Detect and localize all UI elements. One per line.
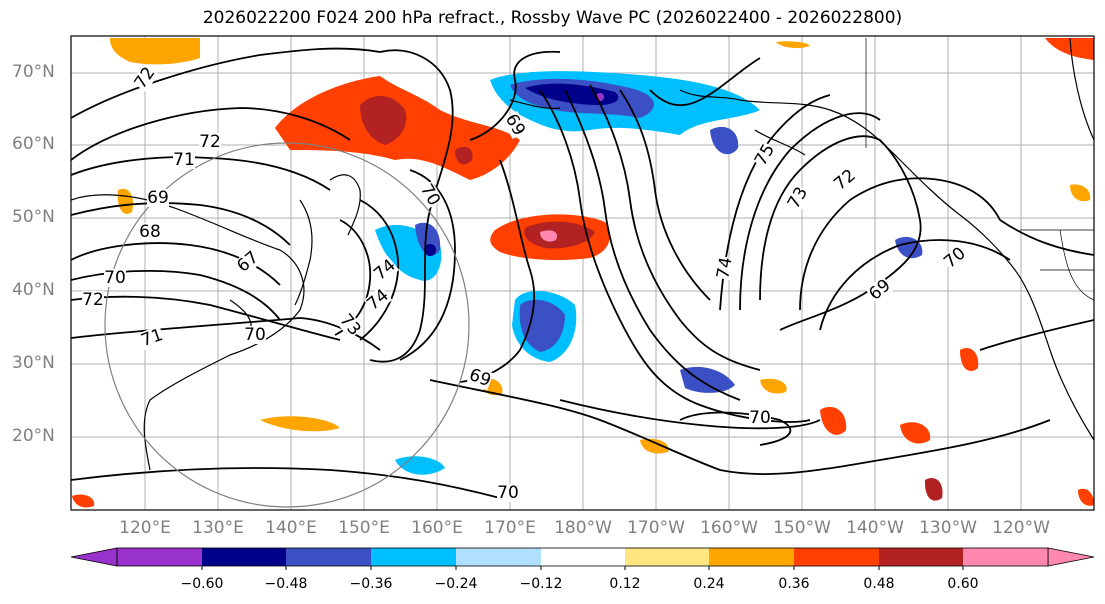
contour-label: 69 — [147, 188, 169, 208]
contour-label: 70 — [244, 325, 266, 345]
latitude-label: 40°N — [12, 280, 55, 300]
latitude-label: 30°N — [12, 353, 55, 373]
negative-anomaly-region — [710, 126, 739, 155]
longitude-label: 120°E — [119, 518, 171, 538]
colorbar-segment — [371, 548, 456, 566]
contour-label: 74 — [363, 285, 392, 314]
colorbar-segment — [794, 548, 879, 566]
longitude-label: 120°W — [992, 518, 1050, 538]
positive-anomaly-region — [900, 422, 931, 444]
political-borders — [865, 38, 1094, 301]
longitude-label: 160°E — [411, 518, 463, 538]
colorbar-segment — [625, 548, 709, 566]
longitude-label: 140°W — [846, 518, 904, 538]
negative-anomaly-region — [680, 366, 735, 393]
contour-label: 70 — [104, 268, 126, 288]
latitude-label: 50°N — [12, 207, 55, 227]
colorbar-segment — [456, 548, 541, 566]
colorbar-segment — [286, 548, 371, 566]
map-title: 2026022200 F024 200 hPa refract., Rossby… — [202, 8, 903, 28]
shaded-anomalies — [72, 38, 1094, 508]
positive-anomaly-region — [1045, 38, 1094, 60]
contour-label: 74 — [713, 256, 736, 281]
contour-label: 70 — [940, 243, 969, 272]
positive-anomaly-region — [960, 348, 979, 371]
colorbar-segment — [963, 548, 1048, 566]
positive-anomaly-region — [760, 378, 787, 394]
colorbar-tick-label: −0.12 — [519, 576, 563, 592]
map-frame — [70, 35, 1095, 511]
contour-label: 73 — [784, 184, 812, 213]
contour-label: 70 — [749, 408, 771, 428]
colorbar-tick-label: 0.60 — [947, 576, 979, 592]
longitude-label: 150°W — [773, 518, 831, 538]
negative-anomaly-core — [525, 83, 619, 106]
contour-label: 68 — [139, 222, 161, 242]
positive-anomaly-core — [455, 146, 473, 165]
colorbar-extend-high — [1047, 547, 1095, 567]
longitude-label: 160°W — [700, 518, 758, 538]
positive-anomaly-region — [640, 438, 669, 454]
colorbar-tick-label: −0.48 — [264, 576, 308, 592]
positive-anomaly-core — [360, 95, 407, 145]
latitude-label: 60°N — [12, 134, 55, 154]
colorbar-tick-label: 0.24 — [693, 576, 725, 592]
positive-anomaly-region — [72, 494, 95, 508]
distance-circle — [104, 142, 470, 508]
longitude-label: 130°W — [919, 518, 977, 538]
colorbar-tick-label: −0.60 — [180, 576, 224, 592]
negative-anomaly-core — [519, 299, 565, 352]
colorbar-tick-label: 0.48 — [863, 576, 895, 592]
colorbar-segment — [117, 548, 202, 566]
longitude-label: 170°W — [627, 518, 685, 538]
contour-label: 72 — [830, 165, 859, 194]
colorbar-tick-label: −0.36 — [349, 576, 393, 592]
colorbar-segment — [202, 548, 286, 566]
colorbar-segment — [541, 548, 625, 566]
positive-anomaly-region — [260, 416, 340, 432]
longitude-label: 130°E — [192, 518, 244, 538]
colorbar-tick-label: 0.36 — [778, 576, 810, 592]
contour-label: 72 — [82, 290, 104, 310]
colorbar-segment — [879, 548, 963, 566]
positive-anomaly-region — [924, 478, 943, 501]
colorbar-tick-label: 0.12 — [609, 576, 641, 592]
positive-anomaly-region — [820, 406, 847, 435]
coastlines — [71, 37, 1094, 471]
longitude-label: 180°W — [554, 518, 612, 538]
latitude-label: 70°N — [12, 62, 55, 82]
contour-label: 67 — [233, 247, 262, 276]
positive-anomaly-region — [110, 38, 200, 65]
contour-label: 70 — [416, 181, 444, 210]
contour-label: 73 — [335, 310, 364, 339]
colorbar-tick-label: −0.24 — [434, 576, 478, 592]
longitude-label: 140°E — [265, 518, 317, 538]
longitude-label: 150°E — [338, 518, 390, 538]
contour-label: 70 — [497, 483, 519, 503]
longitude-label: 170°E — [484, 518, 536, 538]
positive-anomaly-core — [524, 221, 595, 249]
positive-anomaly-region — [1070, 184, 1091, 202]
latitude-label: 20°N — [12, 426, 55, 446]
colorbar — [70, 547, 1095, 570]
contour-label: 71 — [173, 150, 195, 170]
contour-label: 69 — [865, 275, 894, 304]
positive-anomaly-region — [776, 41, 810, 49]
colorbar-segment — [709, 548, 794, 566]
colorbar-extend-low — [70, 547, 118, 567]
positive-anomaly-region — [1078, 488, 1094, 506]
contour-label: 72 — [199, 132, 221, 152]
positive-anomaly-region — [117, 188, 134, 214]
